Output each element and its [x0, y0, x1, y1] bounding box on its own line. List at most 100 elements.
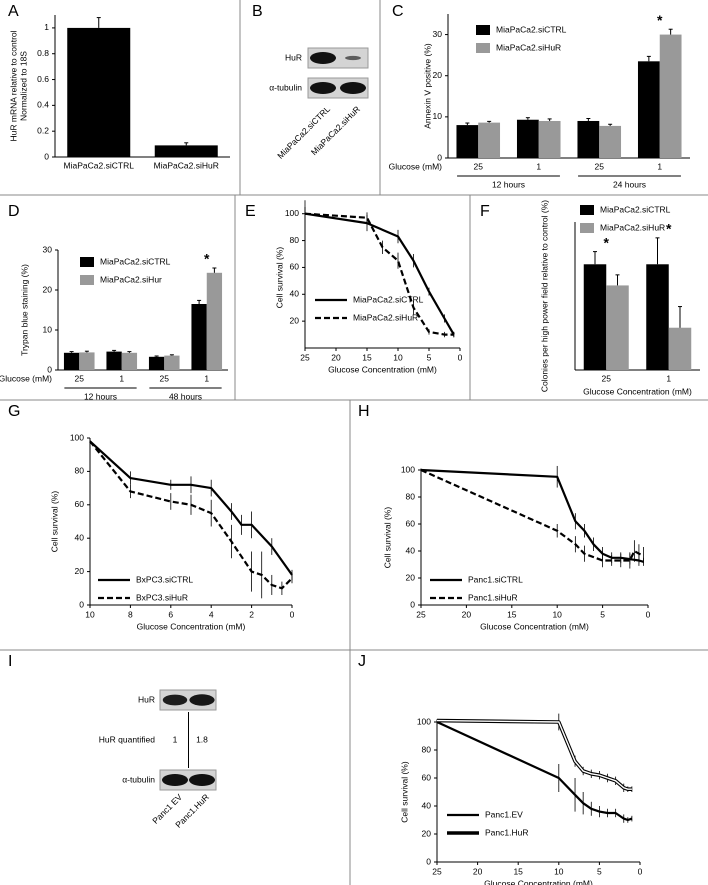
y-tick-label: 60	[290, 262, 300, 272]
panel-letter: I	[8, 653, 12, 670]
x-tick-label: 10	[85, 609, 95, 619]
x-tick-label: 20	[331, 352, 341, 362]
y-tick-label: 100	[70, 432, 84, 442]
x-tick-label: 1	[204, 373, 209, 383]
quantity: 1.8	[196, 734, 208, 744]
bar	[538, 120, 561, 158]
panel-letter: G	[8, 403, 20, 420]
legend-label: MiaPaCa2.siCTRL	[353, 294, 424, 304]
legend-label: Panc1.EV	[485, 809, 523, 819]
y-tick-label: 40	[422, 800, 432, 810]
legend-label: Panc1.siHuR	[468, 592, 518, 602]
y-tick-label: 20	[75, 566, 85, 576]
panel-letter: D	[8, 203, 20, 220]
bar	[577, 120, 600, 158]
panel-letter: H	[358, 403, 370, 420]
x-tick-label: 1	[119, 373, 124, 383]
group-label: 48 hours	[169, 391, 202, 401]
blot-label: HuR	[138, 694, 155, 704]
x-tick-label: 20	[473, 866, 483, 876]
x-tick-label: 25	[75, 373, 85, 383]
annotation: *	[657, 12, 663, 28]
x-tick-label: 25	[602, 373, 612, 383]
blot-label: HuR	[285, 52, 302, 62]
annotation: *	[204, 251, 210, 267]
bar	[637, 61, 660, 158]
y-tick-label: 80	[290, 235, 300, 245]
y-tick-label: 60	[75, 499, 85, 509]
x-tick-label: 8	[128, 609, 133, 619]
bar	[606, 285, 629, 370]
y-tick-label: 10	[43, 324, 53, 334]
x-axis-label: Glucose Concentration (mM)	[484, 878, 593, 885]
blot-band	[162, 774, 188, 786]
blot-band	[189, 694, 215, 706]
blot-band	[345, 55, 361, 61]
bar	[478, 122, 501, 158]
x-tick-label: 4	[209, 609, 214, 619]
x-tick-label: 15	[362, 352, 372, 362]
quantity: 1	[173, 734, 178, 744]
x-tick-label: 0	[646, 609, 651, 619]
blot-band	[340, 82, 366, 94]
y-tick-label: 0	[47, 364, 52, 374]
panel-letter: J	[358, 653, 366, 670]
panel-letter: E	[245, 203, 256, 220]
y-tick-label: 20	[43, 284, 53, 294]
x-axis-label: Glucose Concentration (mM)	[480, 621, 589, 631]
y-tick-label: 0	[79, 599, 84, 609]
bar	[121, 352, 138, 370]
legend-label: MiaPaCa2.siHuR	[353, 312, 418, 322]
x-tick-label: 0	[638, 866, 643, 876]
legend-label: Panc1.siCTRL	[468, 574, 523, 584]
x-tick-label: 15	[513, 866, 523, 876]
x-tick-label: 5	[600, 609, 605, 619]
x-tick-label: 25	[300, 352, 310, 362]
y-tick-label: 100	[401, 464, 415, 474]
y-axis-label: Cell survival (%)	[382, 507, 392, 569]
y-tick-label: 80	[406, 491, 416, 501]
x-tick-label: 10	[554, 866, 564, 876]
y-tick-label: 0	[426, 856, 431, 866]
y-tick-label: 60	[406, 518, 416, 528]
legend-label: MiaPaCa2.siHuR	[496, 42, 561, 52]
panel-letter: F	[480, 203, 490, 220]
y-tick-label: 0.4	[37, 100, 49, 110]
y-tick-label: 80	[422, 744, 432, 754]
y-tick-label: 40	[406, 545, 416, 555]
bar	[79, 352, 95, 370]
bar	[106, 351, 122, 370]
bar	[63, 352, 80, 370]
y-axis-label: Normalized to 18S	[18, 51, 28, 121]
y-tick-label: 0	[437, 152, 442, 162]
bar	[191, 304, 207, 370]
x-tick-label: 0	[290, 609, 295, 619]
x-axis-label: Glucose Concentration (mM)	[583, 386, 692, 396]
y-tick-label: 0	[44, 151, 49, 161]
y-axis-label: Trypan blue staining (%)	[19, 264, 29, 356]
bar	[456, 125, 479, 158]
legend-swatch	[580, 205, 594, 215]
blot-label: α-tubulin	[269, 82, 302, 92]
y-tick-label: 80	[75, 466, 85, 476]
y-tick-label: 1	[44, 22, 49, 32]
y-axis-label: HuR mRNA relative to control	[8, 30, 18, 141]
y-axis-label: Cell survival (%)	[49, 491, 59, 553]
line	[436, 721, 633, 822]
line	[304, 212, 454, 336]
panel-letter: B	[252, 3, 263, 20]
x-tick-label: 25	[416, 609, 426, 619]
annotation: *	[666, 221, 672, 237]
y-tick-label: 100	[285, 208, 299, 218]
x-tick-label: 0	[458, 352, 463, 362]
legend-label: BxPC3.siHuR	[136, 592, 188, 602]
legend-label: MiaPaCa2.siCTRL	[496, 24, 567, 34]
x-axis-label: Glucose (mM)	[389, 161, 443, 171]
y-tick-label: 10	[433, 111, 443, 121]
legend-label: MiaPaCa2.siHur	[100, 274, 162, 284]
legend-swatch	[476, 43, 490, 53]
y-axis-label: Cell survival (%)	[274, 247, 284, 309]
legend-label: MiaPaCa2.siCTRL	[600, 204, 671, 214]
legend-swatch	[80, 257, 94, 267]
